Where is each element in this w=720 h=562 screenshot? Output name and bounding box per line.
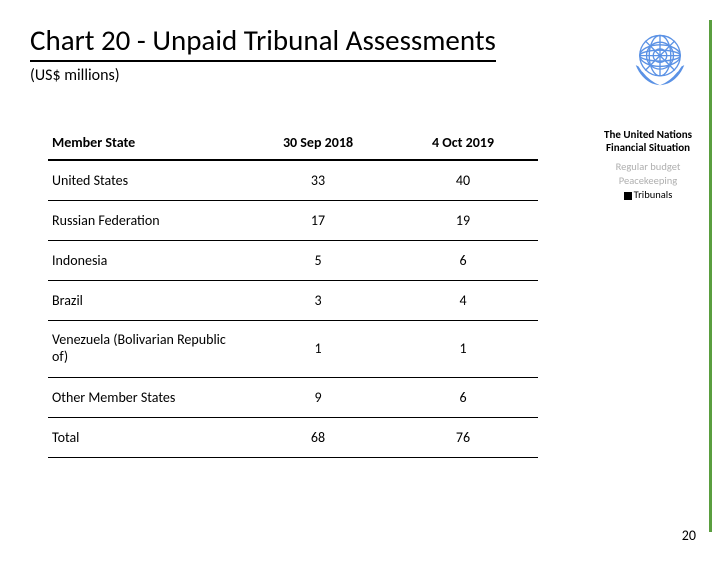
table-header-row: Member State 30 Sep 2018 4 Oct 2019 [48, 128, 538, 161]
un-emblem-icon [626, 30, 694, 88]
table-row: Other Member States 9 6 [48, 378, 538, 418]
cell-member-state: Russian Federation [48, 212, 243, 229]
legend: Regular budget Peacekeeping Tribunals [598, 160, 698, 203]
cell-sep-2018: 33 [243, 172, 393, 189]
cell-oct-2019: 4 [393, 292, 533, 309]
cell-sep-2018: 9 [243, 389, 393, 406]
cell-oct-2019: 19 [393, 212, 533, 229]
cell-member-state: Brazil [48, 292, 243, 309]
table-row: Russian Federation 17 19 [48, 201, 538, 241]
cell-sep-2018: 68 [243, 429, 393, 446]
cell-oct-2019: 40 [393, 172, 533, 189]
legend-marker-icon [624, 192, 632, 200]
column-header-sep-2018: 30 Sep 2018 [243, 134, 393, 151]
sidebar-caption: The United Nations Financial Situation [598, 128, 698, 154]
vertical-green-rule [709, 20, 712, 532]
cell-member-state: Total [48, 429, 243, 446]
legend-item-regular: Regular budget [598, 160, 698, 174]
cell-sep-2018: 3 [243, 292, 393, 309]
assessments-table: Member State 30 Sep 2018 4 Oct 2019 Unit… [48, 128, 538, 458]
table-row: Indonesia 5 6 [48, 241, 538, 281]
cell-member-state: Indonesia [48, 252, 243, 269]
legend-item-tribunals-label: Tribunals [634, 188, 673, 201]
page-number: 20 [682, 527, 696, 544]
cell-sep-2018: 17 [243, 212, 393, 229]
legend-item-tribunals: Tribunals [598, 188, 698, 202]
table-row: Brazil 3 4 [48, 281, 538, 321]
cell-sep-2018: 1 [243, 340, 393, 357]
cell-member-state: Venezuela (Bolivarian Republic of) [48, 332, 243, 366]
cell-member-state: Other Member States [48, 389, 243, 406]
cell-oct-2019: 76 [393, 429, 533, 446]
table-row: Total 68 76 [48, 418, 538, 458]
header: Chart 20 - Unpaid Tribunal Assessments (… [30, 22, 496, 85]
cell-sep-2018: 5 [243, 252, 393, 269]
cell-oct-2019: 1 [393, 340, 533, 357]
column-header-oct-2019: 4 Oct 2019 [393, 134, 533, 151]
page-subtitle: (US$ millions) [30, 66, 496, 85]
page-title: Chart 20 - Unpaid Tribunal Assessments [30, 22, 496, 62]
column-header-member-state: Member State [48, 134, 243, 151]
cell-oct-2019: 6 [393, 252, 533, 269]
table-row: Venezuela (Bolivarian Republic of) 1 1 [48, 321, 538, 378]
legend-item-peacekeeping: Peacekeeping [598, 174, 698, 188]
cell-oct-2019: 6 [393, 389, 533, 406]
cell-member-state: United States [48, 172, 243, 189]
table-row: United States 33 40 [48, 161, 538, 201]
